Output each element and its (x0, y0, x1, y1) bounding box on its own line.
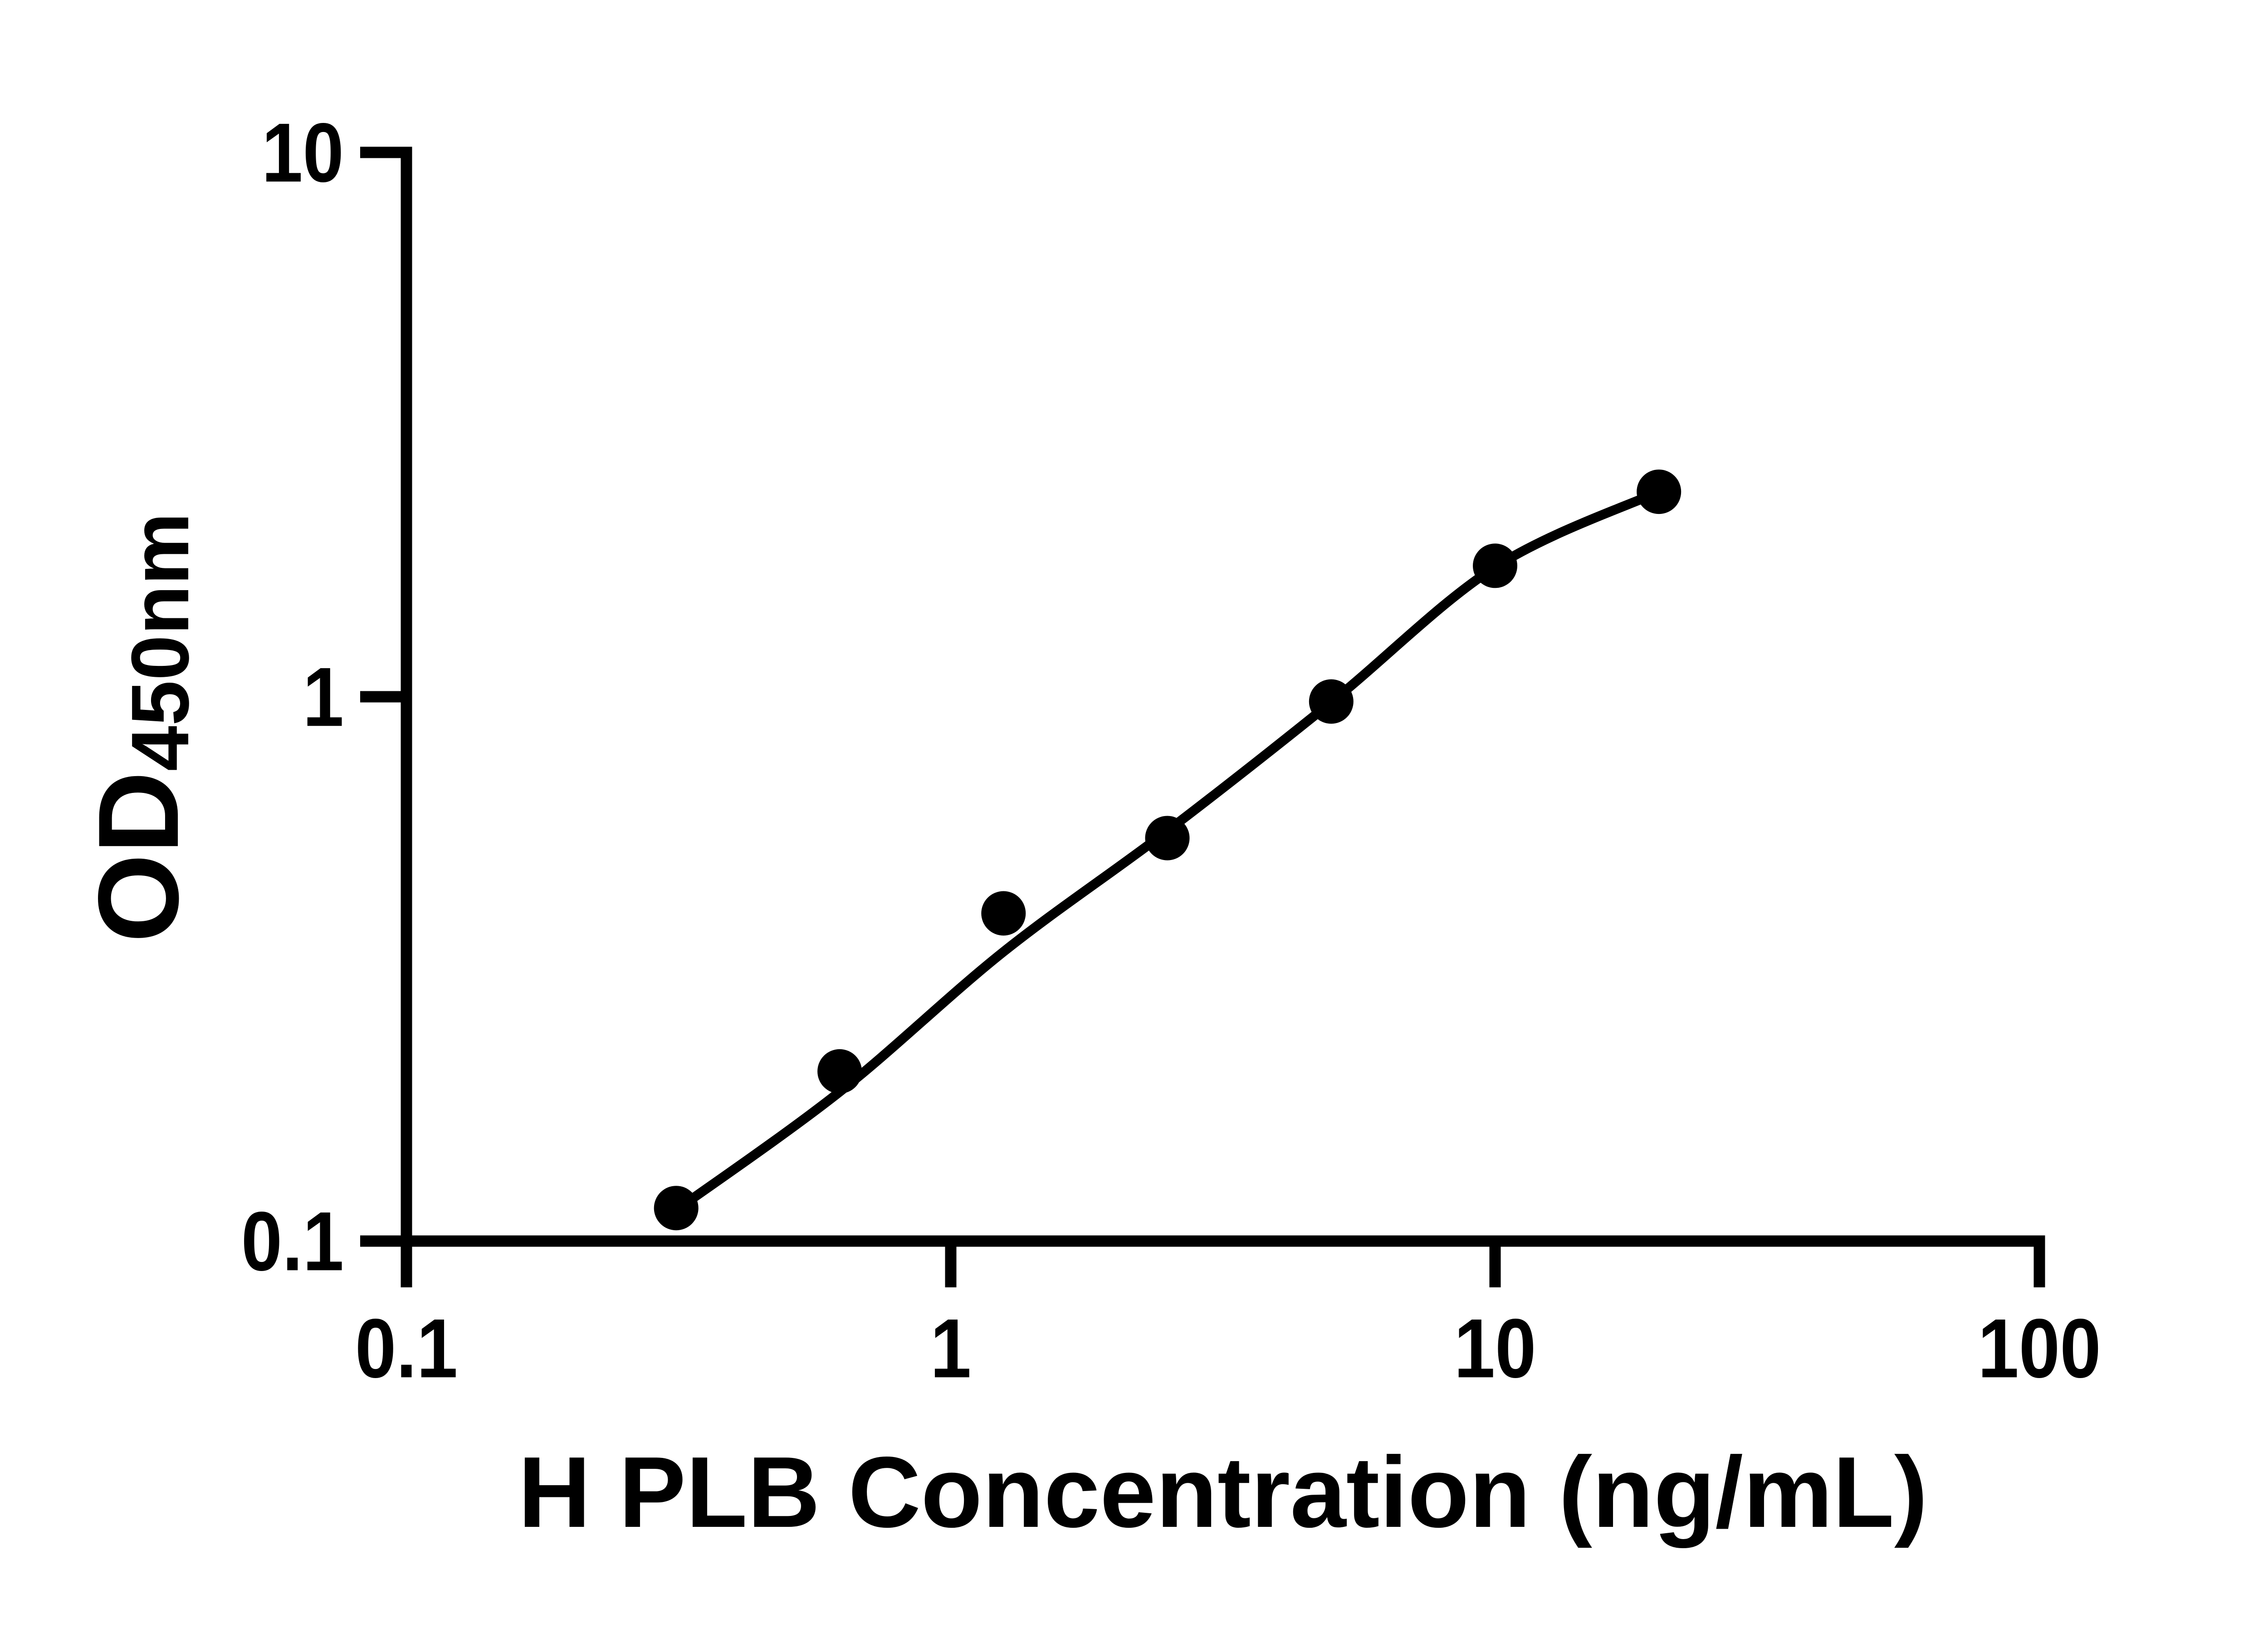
y-axis-tick-label: 0.1 (241, 1194, 344, 1288)
x-axis-tick-label: 100 (1978, 1301, 2101, 1395)
x-axis-title: H PLB Concentration (ng/mL) (518, 1436, 1928, 1549)
y-axis-title-subscript: 450nm (115, 513, 206, 771)
y-axis-title-main: OD (75, 771, 202, 943)
data-point-marker (1637, 469, 1681, 514)
data-point-marker (981, 891, 1026, 936)
data-point-marker (817, 1049, 862, 1094)
x-axis-tick-label: 0.1 (355, 1301, 458, 1395)
data-point-marker (1473, 543, 1517, 588)
y-axis-tick-label: 10 (262, 105, 344, 199)
data-point-marker (1309, 679, 1354, 724)
y-axis-tick-label: 1 (303, 650, 344, 743)
data-point-marker (654, 1186, 699, 1231)
x-axis-tick-label: 10 (1454, 1301, 1536, 1395)
x-axis-tick-label: 1 (930, 1301, 972, 1395)
y-axis-title: OD450nm (75, 513, 206, 943)
data-point-marker (1145, 816, 1190, 861)
